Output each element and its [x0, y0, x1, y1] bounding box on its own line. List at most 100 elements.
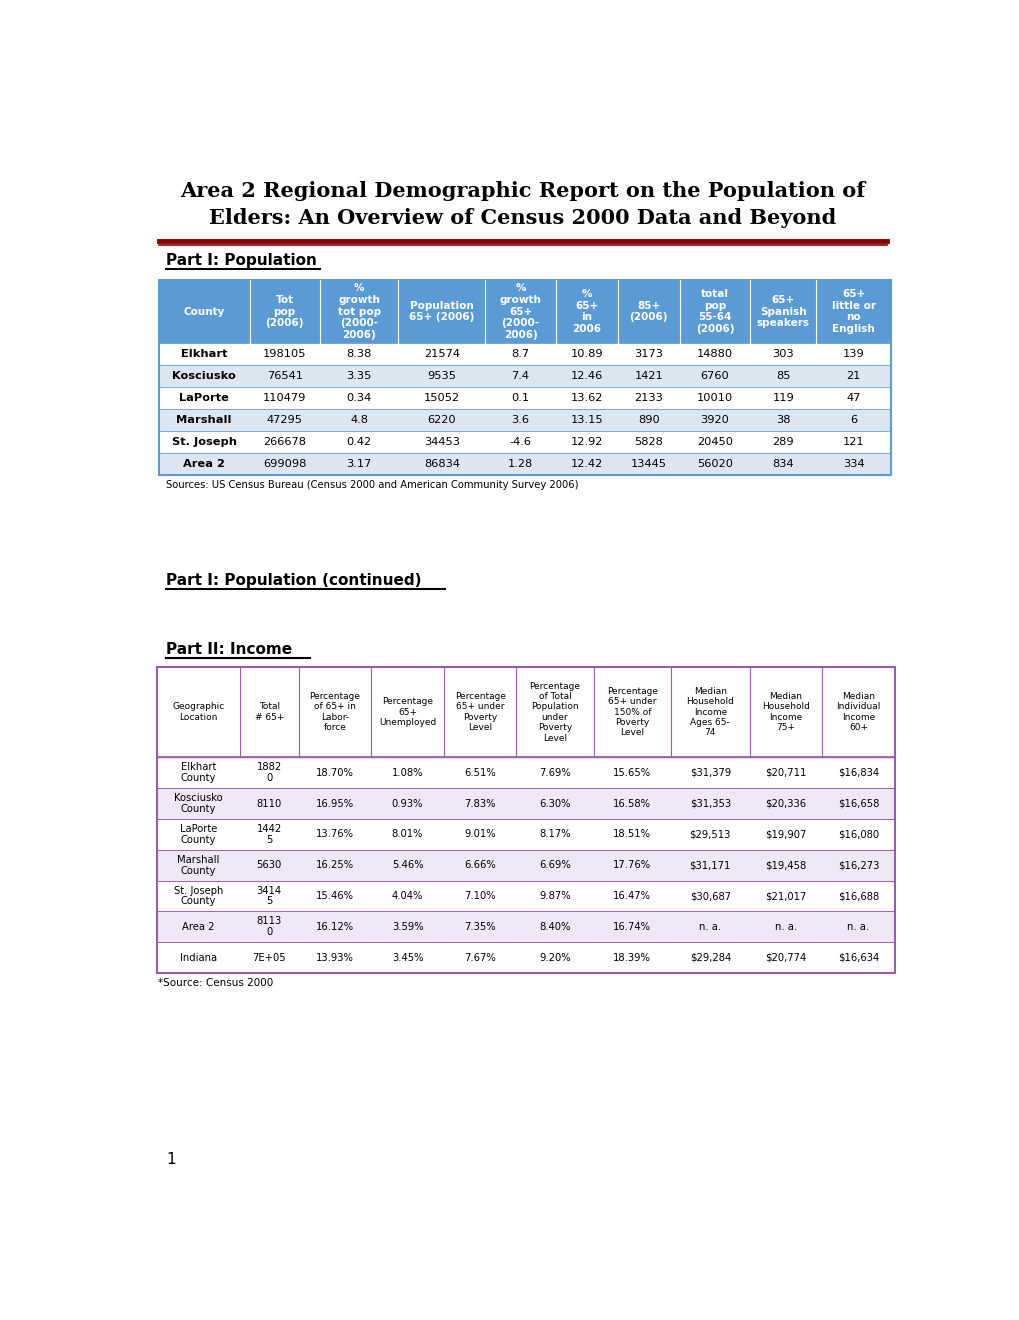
Text: $31,171: $31,171 — [689, 861, 731, 870]
FancyBboxPatch shape — [157, 912, 894, 942]
Text: %
growth
tot pop
(2000-
2006): % growth tot pop (2000- 2006) — [337, 284, 380, 339]
Text: 15.46%: 15.46% — [316, 891, 354, 902]
Text: 6220: 6220 — [427, 414, 455, 425]
Text: Median
Household
Income
Ages 65-
74: Median Household Income Ages 65- 74 — [686, 686, 734, 738]
Text: 7.69%: 7.69% — [539, 768, 571, 777]
Text: 16.74%: 16.74% — [612, 921, 650, 932]
Text: LaPorte: LaPorte — [179, 393, 228, 403]
Text: 9.20%: 9.20% — [539, 953, 571, 962]
Text: 8110: 8110 — [257, 799, 281, 809]
Text: Population
65+ (2006): Population 65+ (2006) — [409, 301, 474, 322]
FancyBboxPatch shape — [157, 667, 894, 758]
Text: Geographic
Location: Geographic Location — [172, 702, 224, 722]
FancyBboxPatch shape — [157, 880, 894, 912]
Text: 890: 890 — [637, 414, 659, 425]
Text: 13.76%: 13.76% — [316, 829, 354, 840]
Text: 17.76%: 17.76% — [612, 861, 651, 870]
Text: 3920: 3920 — [700, 414, 729, 425]
Text: Marshall: Marshall — [176, 414, 231, 425]
Text: 3.59%: 3.59% — [391, 921, 423, 932]
Text: 4.8: 4.8 — [350, 414, 368, 425]
Text: 3.35: 3.35 — [346, 371, 372, 381]
Text: Percentage
65+ under
Poverty
Level: Percentage 65+ under Poverty Level — [454, 692, 505, 733]
Text: $16,634: $16,634 — [837, 953, 878, 962]
Text: Elkhart
County: Elkhart County — [180, 763, 216, 783]
Text: 47: 47 — [846, 393, 860, 403]
Text: 21: 21 — [846, 371, 860, 381]
Text: %
65+
in
2006: % 65+ in 2006 — [572, 289, 600, 334]
Text: $19,458: $19,458 — [764, 861, 806, 870]
Text: 6.51%: 6.51% — [464, 768, 495, 777]
Text: $16,658: $16,658 — [837, 799, 878, 809]
Text: 8.17%: 8.17% — [539, 829, 571, 840]
Text: 5828: 5828 — [634, 437, 662, 447]
Text: 18.51%: 18.51% — [612, 829, 650, 840]
FancyBboxPatch shape — [158, 432, 890, 453]
Text: 16.47%: 16.47% — [612, 891, 650, 902]
Text: n. a.: n. a. — [847, 921, 869, 932]
Text: 2133: 2133 — [634, 393, 662, 403]
Text: 303: 303 — [771, 350, 794, 359]
Text: 6.69%: 6.69% — [539, 861, 571, 870]
FancyBboxPatch shape — [158, 387, 890, 409]
Text: Part I: Population: Part I: Population — [166, 253, 317, 268]
Text: 16.25%: 16.25% — [316, 861, 354, 870]
Text: 1421: 1421 — [634, 371, 662, 381]
Text: Median
Household
Income
75+: Median Household Income 75+ — [761, 692, 809, 733]
Text: 834: 834 — [771, 459, 794, 469]
Text: Area 2: Area 2 — [182, 921, 214, 932]
Text: 699098: 699098 — [263, 459, 306, 469]
FancyBboxPatch shape — [158, 366, 890, 387]
Text: 7.4: 7.4 — [512, 371, 529, 381]
Text: 6: 6 — [849, 414, 856, 425]
Text: -4.6: -4.6 — [510, 437, 531, 447]
Text: *Source: Census 2000: *Source: Census 2000 — [158, 978, 273, 989]
FancyBboxPatch shape — [157, 758, 894, 788]
Text: 65+
little or
no
English: 65+ little or no English — [830, 289, 874, 334]
Text: n. a.: n. a. — [699, 921, 720, 932]
Text: Sources: US Census Bureau (Census 2000 and American Community Survey 2006): Sources: US Census Bureau (Census 2000 a… — [166, 480, 578, 490]
Text: 1.28: 1.28 — [507, 459, 533, 469]
Text: Elkhart: Elkhart — [180, 350, 227, 359]
Text: St. Joseph
County: St. Joseph County — [173, 886, 223, 907]
Text: County: County — [183, 306, 224, 317]
Text: 8.7: 8.7 — [511, 350, 529, 359]
Text: 1882
0: 1882 0 — [257, 763, 281, 783]
Text: total
pop
55-64
(2006): total pop 55-64 (2006) — [695, 289, 734, 334]
Text: $29,284: $29,284 — [689, 953, 731, 962]
Text: 38: 38 — [775, 414, 790, 425]
Text: 5.46%: 5.46% — [391, 861, 423, 870]
Text: St. Joseph: St. Joseph — [171, 437, 236, 447]
Text: 8.40%: 8.40% — [539, 921, 571, 932]
Text: 0.34: 0.34 — [346, 393, 372, 403]
FancyBboxPatch shape — [158, 453, 890, 475]
Text: Median
Individual
Income
60+: Median Individual Income 60+ — [836, 692, 879, 733]
FancyBboxPatch shape — [157, 818, 894, 850]
Text: 334: 334 — [842, 459, 863, 469]
Text: 0.93%: 0.93% — [391, 799, 423, 809]
Text: 6760: 6760 — [700, 371, 729, 381]
Text: Elders: An Overview of Census 2000 Data and Beyond: Elders: An Overview of Census 2000 Data … — [209, 209, 836, 228]
Text: 4.04%: 4.04% — [391, 891, 423, 902]
Text: 3.45%: 3.45% — [391, 953, 423, 962]
Text: n. a.: n. a. — [774, 921, 796, 932]
Text: 65+
Spanish
speakers: 65+ Spanish speakers — [756, 296, 809, 329]
Text: Part I: Population (continued): Part I: Population (continued) — [166, 573, 421, 587]
Text: 3414
5: 3414 5 — [257, 886, 281, 907]
Text: 34453: 34453 — [424, 437, 460, 447]
Text: 198105: 198105 — [263, 350, 306, 359]
Text: Kosciusko: Kosciusko — [172, 371, 235, 381]
Text: 266678: 266678 — [263, 437, 306, 447]
Text: 139: 139 — [842, 350, 864, 359]
FancyBboxPatch shape — [158, 409, 890, 432]
Text: 12.42: 12.42 — [570, 459, 602, 469]
Text: 7.83%: 7.83% — [464, 799, 495, 809]
Text: Percentage
of Total
Population
under
Poverty
Level: Percentage of Total Population under Pov… — [529, 681, 580, 743]
Text: $31,353: $31,353 — [689, 799, 731, 809]
Text: 8113
0: 8113 0 — [257, 916, 281, 937]
Text: 1442
5: 1442 5 — [257, 824, 281, 845]
Text: 1: 1 — [166, 1152, 175, 1167]
Text: $16,688: $16,688 — [837, 891, 878, 902]
FancyBboxPatch shape — [157, 942, 894, 973]
Text: $20,711: $20,711 — [764, 768, 806, 777]
